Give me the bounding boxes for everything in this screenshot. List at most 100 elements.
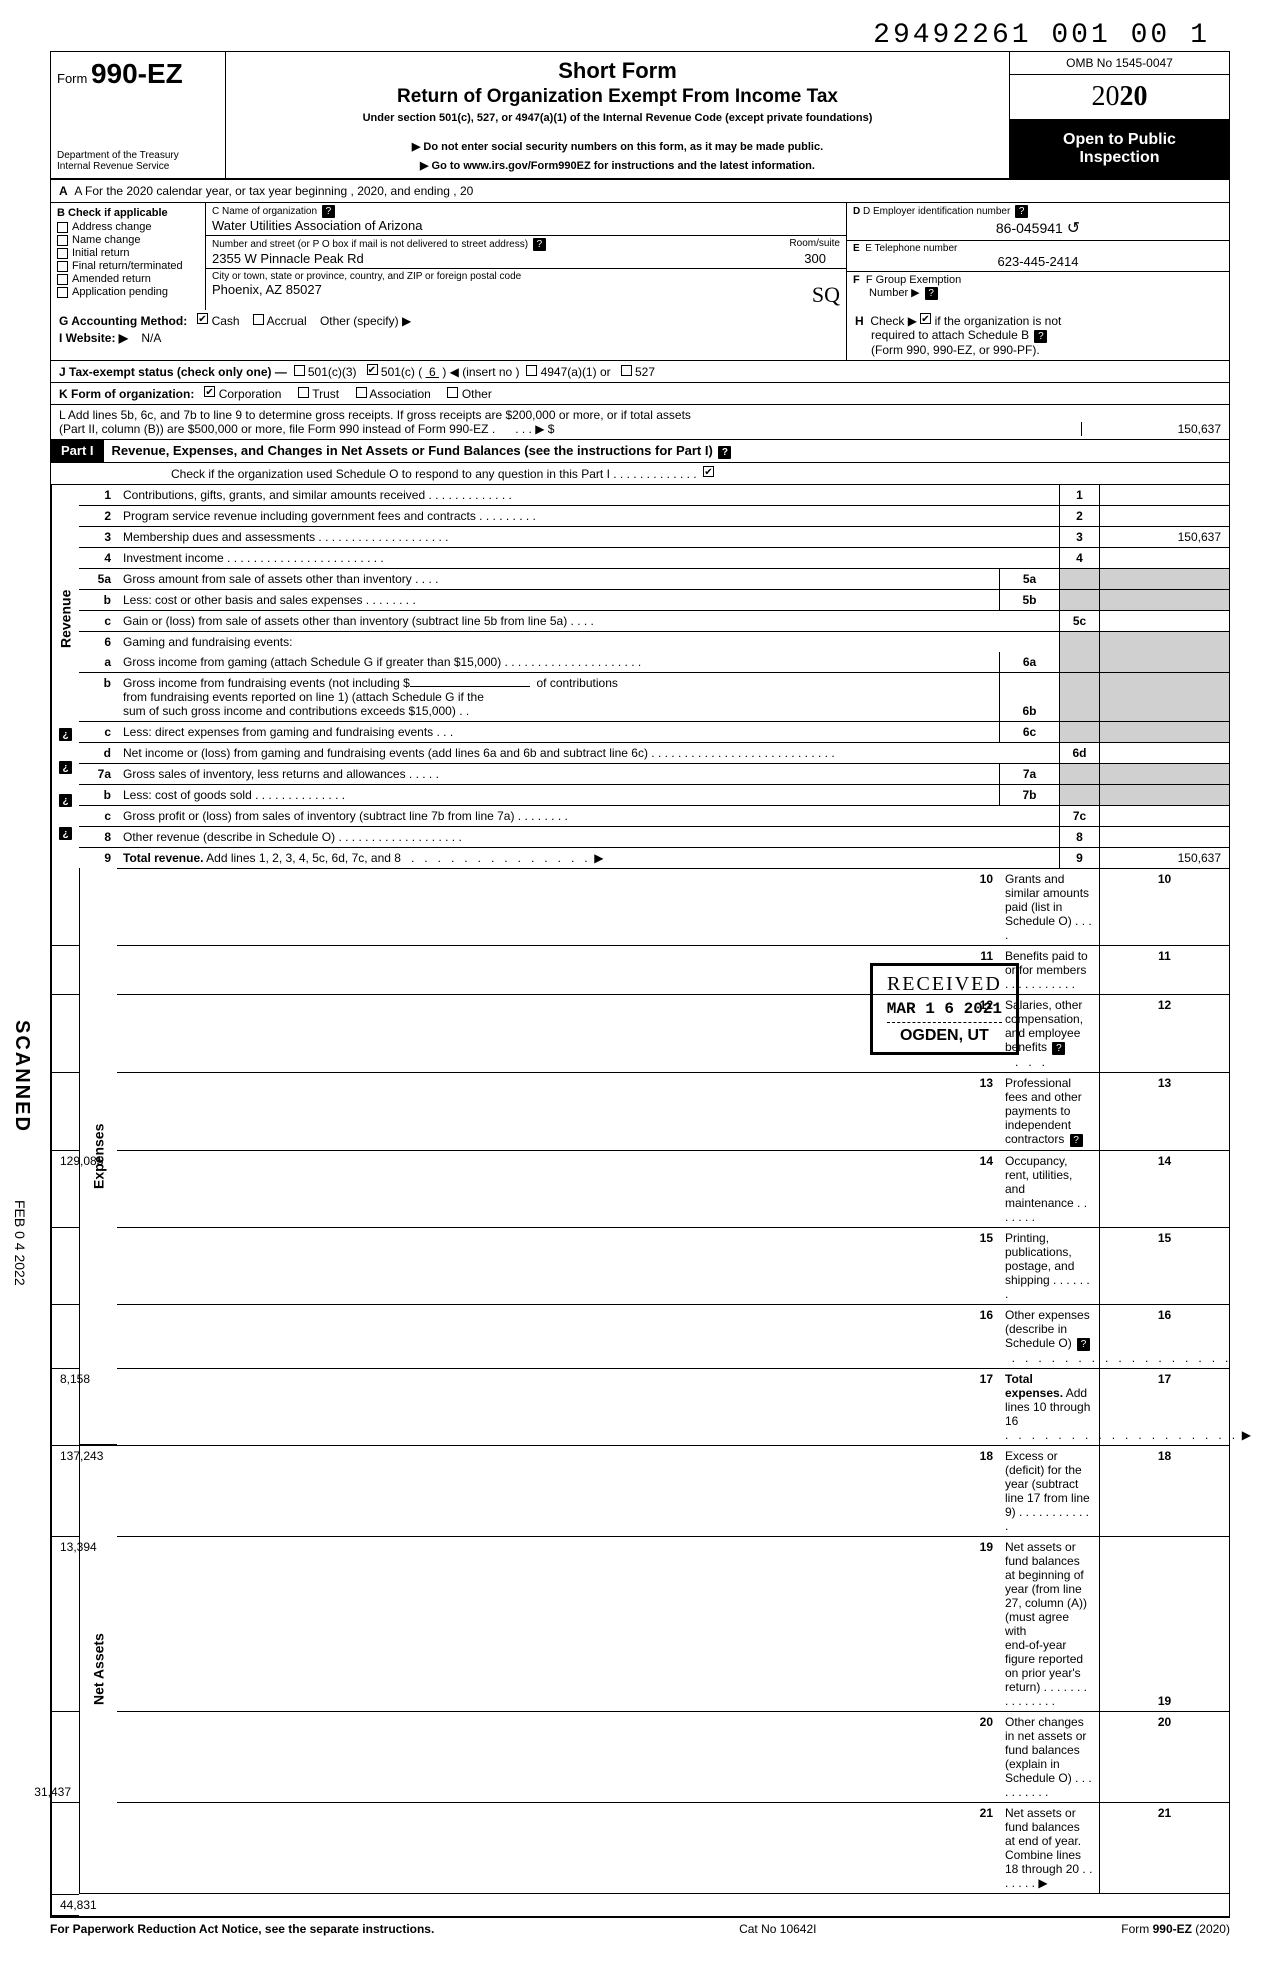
line-10-desc: Grants and similar amounts paid (list in… xyxy=(999,868,1099,945)
line-2-num: 2 xyxy=(79,505,117,526)
check-association[interactable] xyxy=(356,387,367,398)
line-21-box: 21 xyxy=(1099,1802,1229,1894)
line-1-desc: Contributions, gifts, grants, and simila… xyxy=(117,485,1059,505)
line-11-box: 11 xyxy=(1099,945,1229,994)
check-cash[interactable] xyxy=(197,313,208,324)
line-19-amt: 31,437 xyxy=(51,1711,79,1802)
help-icon[interactable]: ? xyxy=(718,446,731,459)
help-icon[interactable]: ? xyxy=(925,287,938,300)
line-7b-num: b xyxy=(79,784,117,805)
omb-number: OMB No 1545-0047 xyxy=(1010,52,1229,75)
city-cell: City or town, state or province, country… xyxy=(206,269,846,310)
open-to-public: Open to Public Inspection xyxy=(1010,120,1229,178)
row-a-tax-year: A A For the 2020 calendar year, or tax y… xyxy=(50,180,1230,203)
check-initial-return[interactable]: Initial return xyxy=(57,247,199,259)
line-21-amt: 44,831 xyxy=(51,1894,79,1916)
shade xyxy=(1059,763,1099,784)
line-11-amt xyxy=(51,994,79,1072)
shade xyxy=(1059,721,1099,742)
check-corporation[interactable] xyxy=(204,386,215,397)
line-2-box: 2 xyxy=(1059,505,1099,526)
check-schedule-o[interactable] xyxy=(703,466,714,477)
line-7c-num: c xyxy=(79,805,117,826)
check-4947a1[interactable] xyxy=(526,365,537,376)
line-20-desc: Other changes in net assets or fund bala… xyxy=(999,1711,1099,1802)
help-icon[interactable]: ? xyxy=(1077,1338,1090,1351)
form-title-1: Short Form xyxy=(238,58,997,84)
line-6-num: 6 xyxy=(79,631,117,652)
expenses-sidebar: Expenses xyxy=(79,868,117,1445)
line-6b-num: b xyxy=(79,672,117,721)
line-6a-sub: 6a xyxy=(999,652,1059,672)
check-527[interactable] xyxy=(621,365,632,376)
help-icon[interactable]: ? xyxy=(1052,1042,1065,1055)
identity-block: B Check if applicable Address change Nam… xyxy=(50,203,1230,310)
check-address-change[interactable]: Address change xyxy=(57,221,199,233)
line-7c-desc: Gross profit or (loss) from sales of inv… xyxy=(117,805,1059,826)
line-1-box: 1 xyxy=(1059,485,1099,505)
help-icon[interactable]: ? xyxy=(533,238,546,251)
line-14-box: 14 xyxy=(1099,1150,1229,1227)
line-5a-desc: Gross amount from sale of assets other t… xyxy=(117,568,999,589)
help-icon[interactable]: ? xyxy=(1015,205,1028,218)
help-icon[interactable]: ? xyxy=(322,205,335,218)
page-footer: For Paperwork Reduction Act Notice, see … xyxy=(50,1916,1230,1936)
check-trust[interactable] xyxy=(298,387,309,398)
part-1-table: ? ? ? ? Revenue 1 Contributions, gifts, … xyxy=(50,485,1230,1916)
line-3-desc: Membership dues and assessments . . . . … xyxy=(117,526,1059,547)
shade xyxy=(1059,784,1099,805)
line-5c-desc: Gain or (loss) from sale of assets other… xyxy=(117,610,1059,631)
line-19-box: 19 xyxy=(1099,1536,1229,1711)
line-20-num: 20 xyxy=(117,1711,999,1802)
line-12-num: 12 xyxy=(117,994,999,1072)
line-6d-desc: Net income or (loss) from gaming and fun… xyxy=(117,742,1059,763)
line-6d-box: 6d xyxy=(1059,742,1099,763)
check-final-return[interactable]: Final return/terminated xyxy=(57,260,199,272)
check-other-org[interactable] xyxy=(447,387,458,398)
revenue-sidebar: ? ? ? ? Revenue xyxy=(51,485,79,945)
help-icon[interactable]: ? xyxy=(1070,1134,1083,1147)
line-4-num: 4 xyxy=(79,547,117,568)
line-18-num: 18 xyxy=(117,1445,999,1536)
line-15-box: 15 xyxy=(1099,1227,1229,1304)
line-5b-sub: 5b xyxy=(999,589,1059,610)
check-501c3[interactable] xyxy=(294,365,305,376)
line-8-amt xyxy=(1099,826,1229,847)
line-5a-sub: 5a xyxy=(999,568,1059,589)
line-10-box: 10 xyxy=(1099,868,1229,945)
help-icon[interactable]: ? xyxy=(1034,330,1047,343)
gross-receipts-amount: 150,637 xyxy=(1081,422,1221,436)
line-15-num: 15 xyxy=(117,1227,999,1304)
shade xyxy=(1099,652,1229,672)
check-name-change[interactable]: Name change xyxy=(57,234,199,246)
check-application-pending[interactable]: Application pending xyxy=(57,286,199,298)
line-10-num: 10 xyxy=(117,868,999,945)
line-12-box: 12 xyxy=(1099,994,1229,1072)
shade xyxy=(1059,568,1099,589)
department-label: Department of the Treasury Internal Reve… xyxy=(57,150,219,172)
document-locator-number: 29492261 001 001 xyxy=(50,20,1230,51)
line-14-desc: Occupancy, rent, utilities, and maintena… xyxy=(999,1150,1099,1227)
section-b-header: B Check if applicable xyxy=(57,207,199,219)
line-5a-num: 5a xyxy=(79,568,117,589)
line-1-num: 1 xyxy=(79,485,117,505)
line-7b-desc: Less: cost of goods sold . . . . . . . .… xyxy=(117,784,999,805)
instructions-link: ▶ Go to www.irs.gov/Form990EZ for instru… xyxy=(238,159,997,172)
line-16-num: 16 xyxy=(117,1304,999,1368)
line-20-amt xyxy=(51,1802,79,1894)
line-16-desc: Other expenses (describe in Schedule O) … xyxy=(999,1304,1099,1368)
check-schedule-b[interactable] xyxy=(920,313,931,324)
check-amended-return[interactable]: Amended return xyxy=(57,273,199,285)
shade xyxy=(1059,589,1099,610)
line-21-desc: Net assets or fund balances at end of ye… xyxy=(999,1802,1099,1894)
phone-cell: E E Telephone number 623-445-2414 xyxy=(847,241,1229,272)
line-11-num: 11 xyxy=(117,945,999,994)
line-14-amt xyxy=(51,1227,79,1304)
shade xyxy=(1099,589,1229,610)
line-8-num: 8 xyxy=(79,826,117,847)
check-accrual[interactable] xyxy=(253,314,264,325)
line-13-desc: Professional fees and other payments to … xyxy=(999,1072,1099,1150)
footer-center: Cat No 10642I xyxy=(739,1922,816,1936)
check-501c[interactable] xyxy=(367,364,378,375)
form-title-2: Return of Organization Exempt From Incom… xyxy=(238,86,997,108)
